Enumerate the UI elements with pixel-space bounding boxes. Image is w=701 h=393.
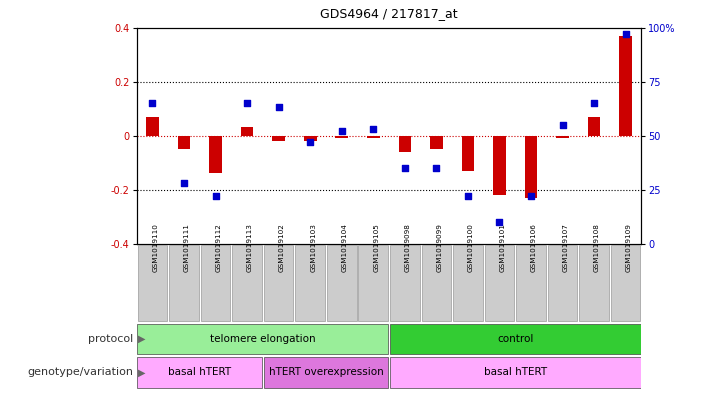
Text: GSM1019100: GSM1019100 — [468, 223, 474, 272]
Bar — [579, 245, 609, 321]
Point — [557, 121, 569, 128]
Bar — [484, 245, 515, 321]
Point — [178, 180, 189, 186]
Bar — [210, 136, 222, 173]
Text: GSM1019098: GSM1019098 — [405, 223, 411, 272]
Point — [241, 100, 253, 106]
Point — [494, 219, 505, 225]
Bar — [336, 136, 348, 138]
Bar — [327, 245, 357, 321]
Text: GSM1019099: GSM1019099 — [436, 223, 442, 272]
Bar — [390, 323, 641, 354]
Bar — [390, 357, 641, 388]
Bar — [611, 245, 641, 321]
Point — [400, 165, 411, 171]
Text: control: control — [497, 334, 533, 344]
Text: GSM1019102: GSM1019102 — [279, 223, 285, 272]
Bar — [137, 323, 388, 354]
Bar — [557, 136, 569, 138]
Bar — [390, 245, 420, 321]
Text: GSM1019106: GSM1019106 — [531, 223, 537, 272]
Text: ▶: ▶ — [138, 334, 146, 344]
Bar — [367, 136, 380, 138]
Bar — [494, 136, 506, 195]
Bar — [295, 245, 325, 321]
Bar — [200, 245, 231, 321]
Text: GSM1019104: GSM1019104 — [342, 223, 348, 272]
Text: genotype/variation: genotype/variation — [27, 367, 133, 377]
Text: GDS4964 / 217817_at: GDS4964 / 217817_at — [320, 7, 458, 20]
Point — [273, 104, 285, 110]
Text: basal hTERT: basal hTERT — [484, 367, 547, 377]
Point — [620, 31, 632, 37]
Point — [368, 126, 379, 132]
Text: GSM1019112: GSM1019112 — [216, 223, 222, 272]
Text: GSM1019105: GSM1019105 — [374, 223, 379, 272]
Text: GSM1019110: GSM1019110 — [153, 223, 158, 272]
Bar — [588, 117, 601, 136]
Bar — [430, 136, 443, 149]
Bar — [462, 136, 475, 171]
Text: GSM1019113: GSM1019113 — [247, 223, 253, 272]
Bar — [241, 127, 254, 136]
Bar — [137, 245, 168, 321]
Bar — [232, 245, 262, 321]
Bar — [147, 117, 158, 136]
Bar — [304, 136, 317, 141]
Bar — [358, 245, 388, 321]
Text: GSM1019101: GSM1019101 — [499, 223, 505, 272]
Bar — [178, 136, 191, 149]
Text: telomere elongation: telomere elongation — [210, 334, 315, 344]
Bar — [547, 245, 578, 321]
Text: GSM1019109: GSM1019109 — [626, 223, 632, 272]
Point — [463, 193, 474, 199]
Text: GSM1019108: GSM1019108 — [594, 223, 600, 272]
Bar — [169, 245, 199, 321]
Point — [430, 165, 442, 171]
Bar — [453, 245, 483, 321]
Point — [147, 100, 158, 106]
Bar — [620, 36, 632, 136]
Point — [336, 128, 348, 134]
Point — [589, 100, 600, 106]
Point — [305, 139, 316, 145]
Bar — [399, 136, 411, 152]
Bar — [516, 245, 546, 321]
Text: GSM1019111: GSM1019111 — [184, 223, 190, 272]
Bar — [421, 245, 451, 321]
Point — [526, 193, 537, 199]
Bar — [137, 357, 262, 388]
Bar — [525, 136, 538, 198]
Point — [210, 193, 222, 199]
Bar — [264, 357, 388, 388]
Text: hTERT overexpression: hTERT overexpression — [268, 367, 383, 377]
Bar — [264, 245, 294, 321]
Text: GSM1019107: GSM1019107 — [562, 223, 569, 272]
Text: protocol: protocol — [88, 334, 133, 344]
Text: basal hTERT: basal hTERT — [168, 367, 231, 377]
Text: ▶: ▶ — [138, 367, 146, 377]
Text: GSM1019103: GSM1019103 — [310, 223, 316, 272]
Bar — [273, 136, 285, 141]
